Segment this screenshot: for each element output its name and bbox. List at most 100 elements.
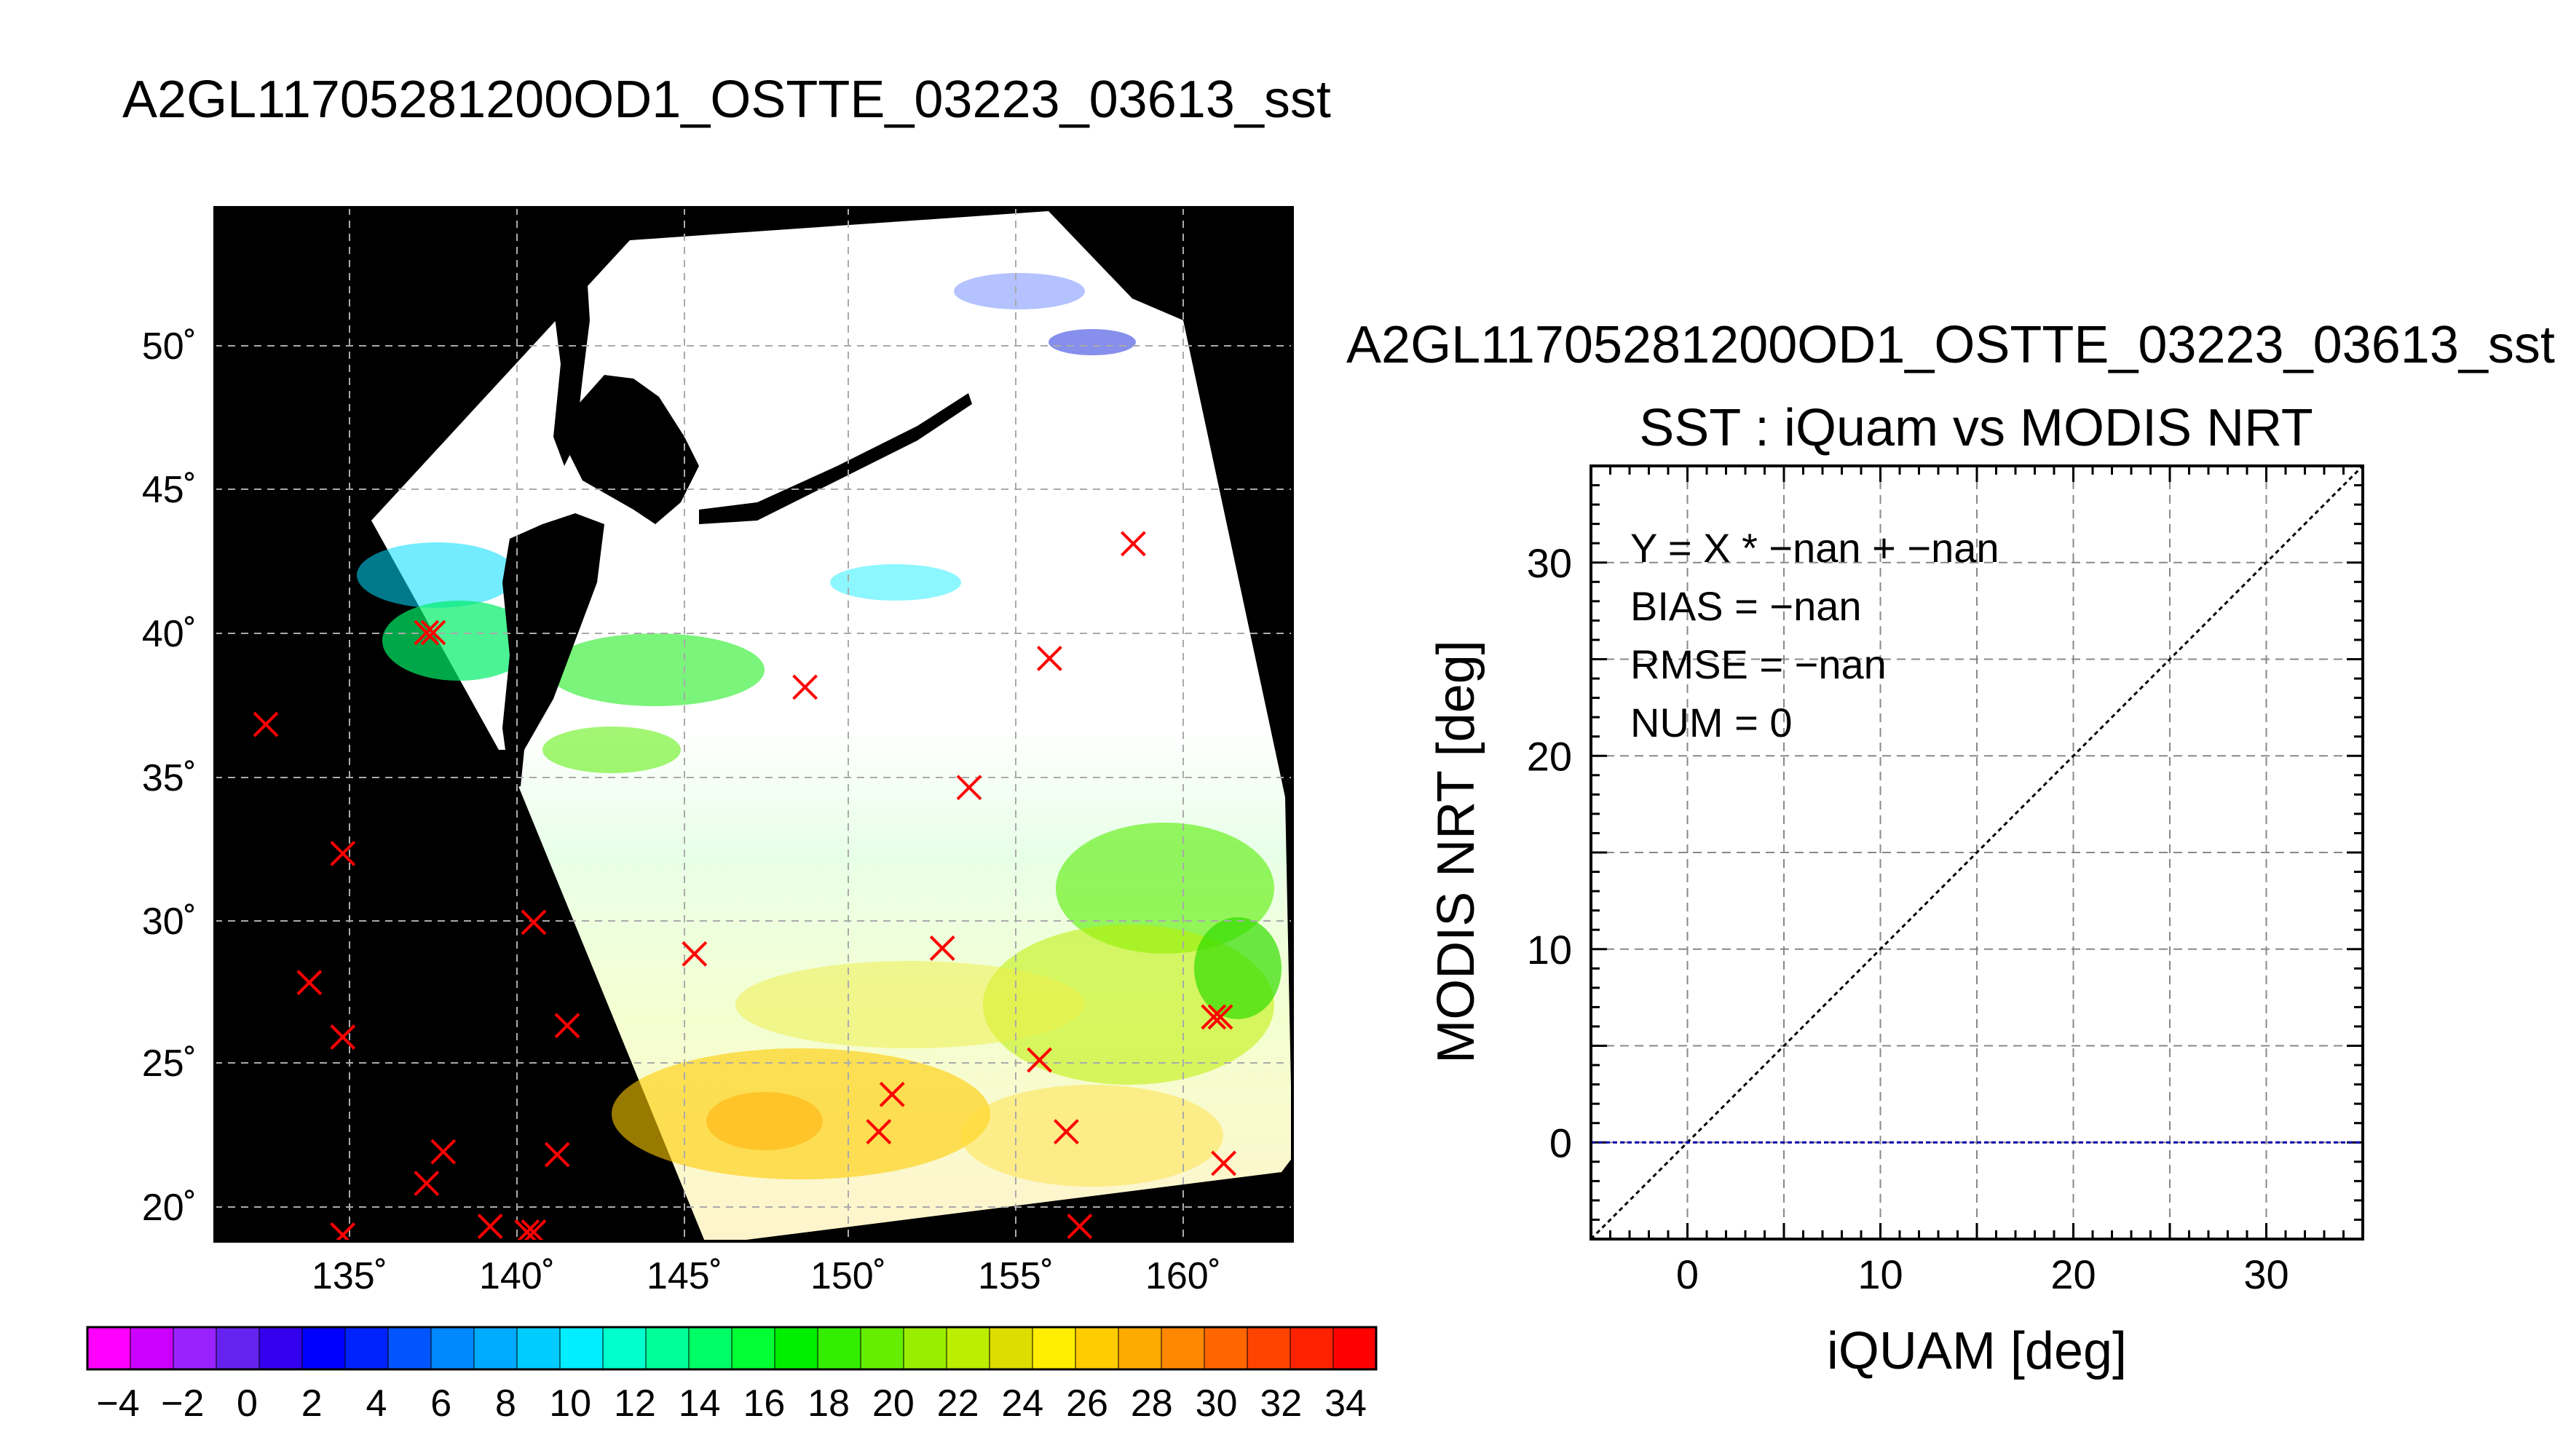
sst-patch-yellow (735, 961, 1085, 1048)
page-title: A2GL11705281200OD1_OSTTE_03223_03613_sst (122, 71, 1331, 129)
matchup-marker (477, 1214, 503, 1239)
y-tick-label: 10 (1527, 927, 1572, 973)
lat-tick-30: 30˚ (142, 901, 197, 943)
colorbar-label: −4 (96, 1382, 139, 1425)
matchup-marker (330, 1024, 356, 1050)
colorbar-cell (1161, 1326, 1205, 1370)
lat-tick-20: 20˚ (142, 1187, 197, 1229)
sst-map: 50˚ 45˚ 40˚ 35˚ 30˚ 25˚ 20˚ 135˚ 140˚ 14… (86, 206, 1378, 1425)
x-axis-label: iQUAM [deg] (1827, 1322, 2127, 1380)
colorbar-cell (1032, 1326, 1076, 1370)
colorbar-cell (903, 1326, 947, 1370)
y-tick-labels: 0 10 20 30 (1527, 540, 1572, 1166)
colorbar-label: 8 (495, 1382, 516, 1425)
map-markers (253, 531, 1237, 1241)
marker-stroke (430, 1139, 457, 1165)
lon-tick-135: 135˚ (312, 1255, 387, 1297)
stats-box: Y = X * −nan + −nan BIAS = −nan RMSE = −… (1630, 525, 1999, 745)
colorbar-cell (173, 1326, 217, 1370)
x-tick-label: 30 (2243, 1251, 2289, 1297)
y-tick-label: 20 (1527, 733, 1572, 779)
lat-tick-25: 25˚ (142, 1042, 197, 1085)
marker-stroke (1067, 1214, 1093, 1239)
scatter-heading: A2GL11705281200OD1_OSTTE_03223_03613_sst (1346, 316, 2555, 374)
colorbar-cell (817, 1326, 861, 1370)
sst-patch-green-east (546, 633, 765, 706)
sst-patch-cyan (357, 542, 517, 608)
x-tick-label: 20 (2050, 1251, 2096, 1297)
colorbar-cell (258, 1326, 303, 1370)
marker-stroke (554, 1013, 580, 1039)
colorbar-cell (989, 1326, 1033, 1370)
matchup-marker (1120, 531, 1146, 557)
matchup-marker (414, 620, 440, 646)
matchup-marker (866, 1119, 892, 1144)
colorbar-label: 32 (1260, 1382, 1302, 1425)
colorbar-cell (860, 1326, 904, 1370)
colorbar-cell (688, 1326, 732, 1370)
colorbar-cell (602, 1326, 647, 1370)
matchup-marker (1027, 1047, 1053, 1073)
lon-tick-155: 155˚ (978, 1255, 1054, 1297)
colorbar-cell (301, 1326, 346, 1370)
marker-stroke (1211, 1150, 1237, 1176)
matchup-marker (682, 941, 708, 967)
bias-text: BIAS = −nan (1630, 583, 1862, 629)
colorbar-cell (1332, 1326, 1377, 1370)
colorbar-cell (473, 1326, 518, 1370)
matchup-marker (430, 1139, 457, 1165)
marker-stroke (879, 1081, 905, 1107)
lon-tick-145: 145˚ (647, 1255, 722, 1297)
map-lat-labels: 50˚ 45˚ 40˚ 35˚ 30˚ 25˚ 20˚ (142, 325, 197, 1229)
colorbar-cell (1290, 1326, 1334, 1370)
sst-patch-warm-east (961, 1085, 1223, 1187)
matchup-marker (554, 1013, 580, 1039)
colorbar-label: 4 (366, 1382, 387, 1425)
marker-stroke (1027, 1047, 1053, 1073)
colorbar-label: 30 (1196, 1382, 1238, 1425)
marker-stroke (1207, 1004, 1233, 1030)
colorbar-label: 12 (614, 1382, 656, 1425)
marker-stroke (682, 941, 708, 967)
y-axis-label: MODIS NRT [deg] (1427, 640, 1485, 1064)
matchup-marker (544, 1142, 570, 1168)
matchup-marker (1053, 1119, 1079, 1144)
x-tick-labels: 0 10 20 30 (1676, 1251, 2289, 1297)
colorbar-label: 26 (1066, 1382, 1108, 1425)
marker-stroke (253, 711, 279, 737)
marker-stroke (792, 674, 818, 700)
colorbar-cell (731, 1326, 775, 1370)
map-lon-labels: 135˚ 140˚ 145˚ 150˚ 155˚ 160˚ (312, 1255, 1221, 1297)
matchup-marker (414, 1171, 440, 1196)
one-to-one-line (1590, 464, 2364, 1241)
lat-tick-45: 45˚ (142, 469, 197, 511)
y-tick-label: 30 (1527, 540, 1572, 586)
plot-frame (1590, 464, 2364, 1241)
marker-stroke (1053, 1119, 1079, 1144)
marker-stroke (330, 1024, 356, 1050)
lat-tick-40: 40˚ (142, 613, 197, 655)
scatter-title: SST : iQuam vs MODIS NRT (1639, 399, 2313, 457)
marker-stroke (1120, 531, 1146, 557)
marker-stroke (414, 620, 440, 646)
colorbar-label: 16 (743, 1382, 785, 1425)
lat-tick-35: 35˚ (142, 757, 197, 799)
marker-stroke (420, 620, 446, 646)
colorbar-cell (1118, 1326, 1162, 1370)
matchup-marker (1207, 1004, 1233, 1030)
colorbar-label: 22 (937, 1382, 979, 1425)
colorbar-label: 34 (1324, 1382, 1367, 1425)
marker-stroke (956, 775, 982, 801)
y-tick-label: 0 (1549, 1120, 1572, 1166)
marker-stroke (296, 970, 323, 996)
marker-stroke (544, 1142, 570, 1168)
matchup-marker (792, 674, 818, 700)
rmse-text: RMSE = −nan (1630, 641, 1887, 687)
matchup-marker (956, 775, 982, 801)
lon-tick-160: 160˚ (1145, 1255, 1221, 1297)
x-tick-label: 0 (1676, 1251, 1699, 1297)
sst-field (357, 273, 1282, 1187)
sst-patch-green-edge (1194, 917, 1282, 1019)
marker-stroke (414, 1171, 440, 1196)
colorbar-cell (216, 1326, 260, 1370)
